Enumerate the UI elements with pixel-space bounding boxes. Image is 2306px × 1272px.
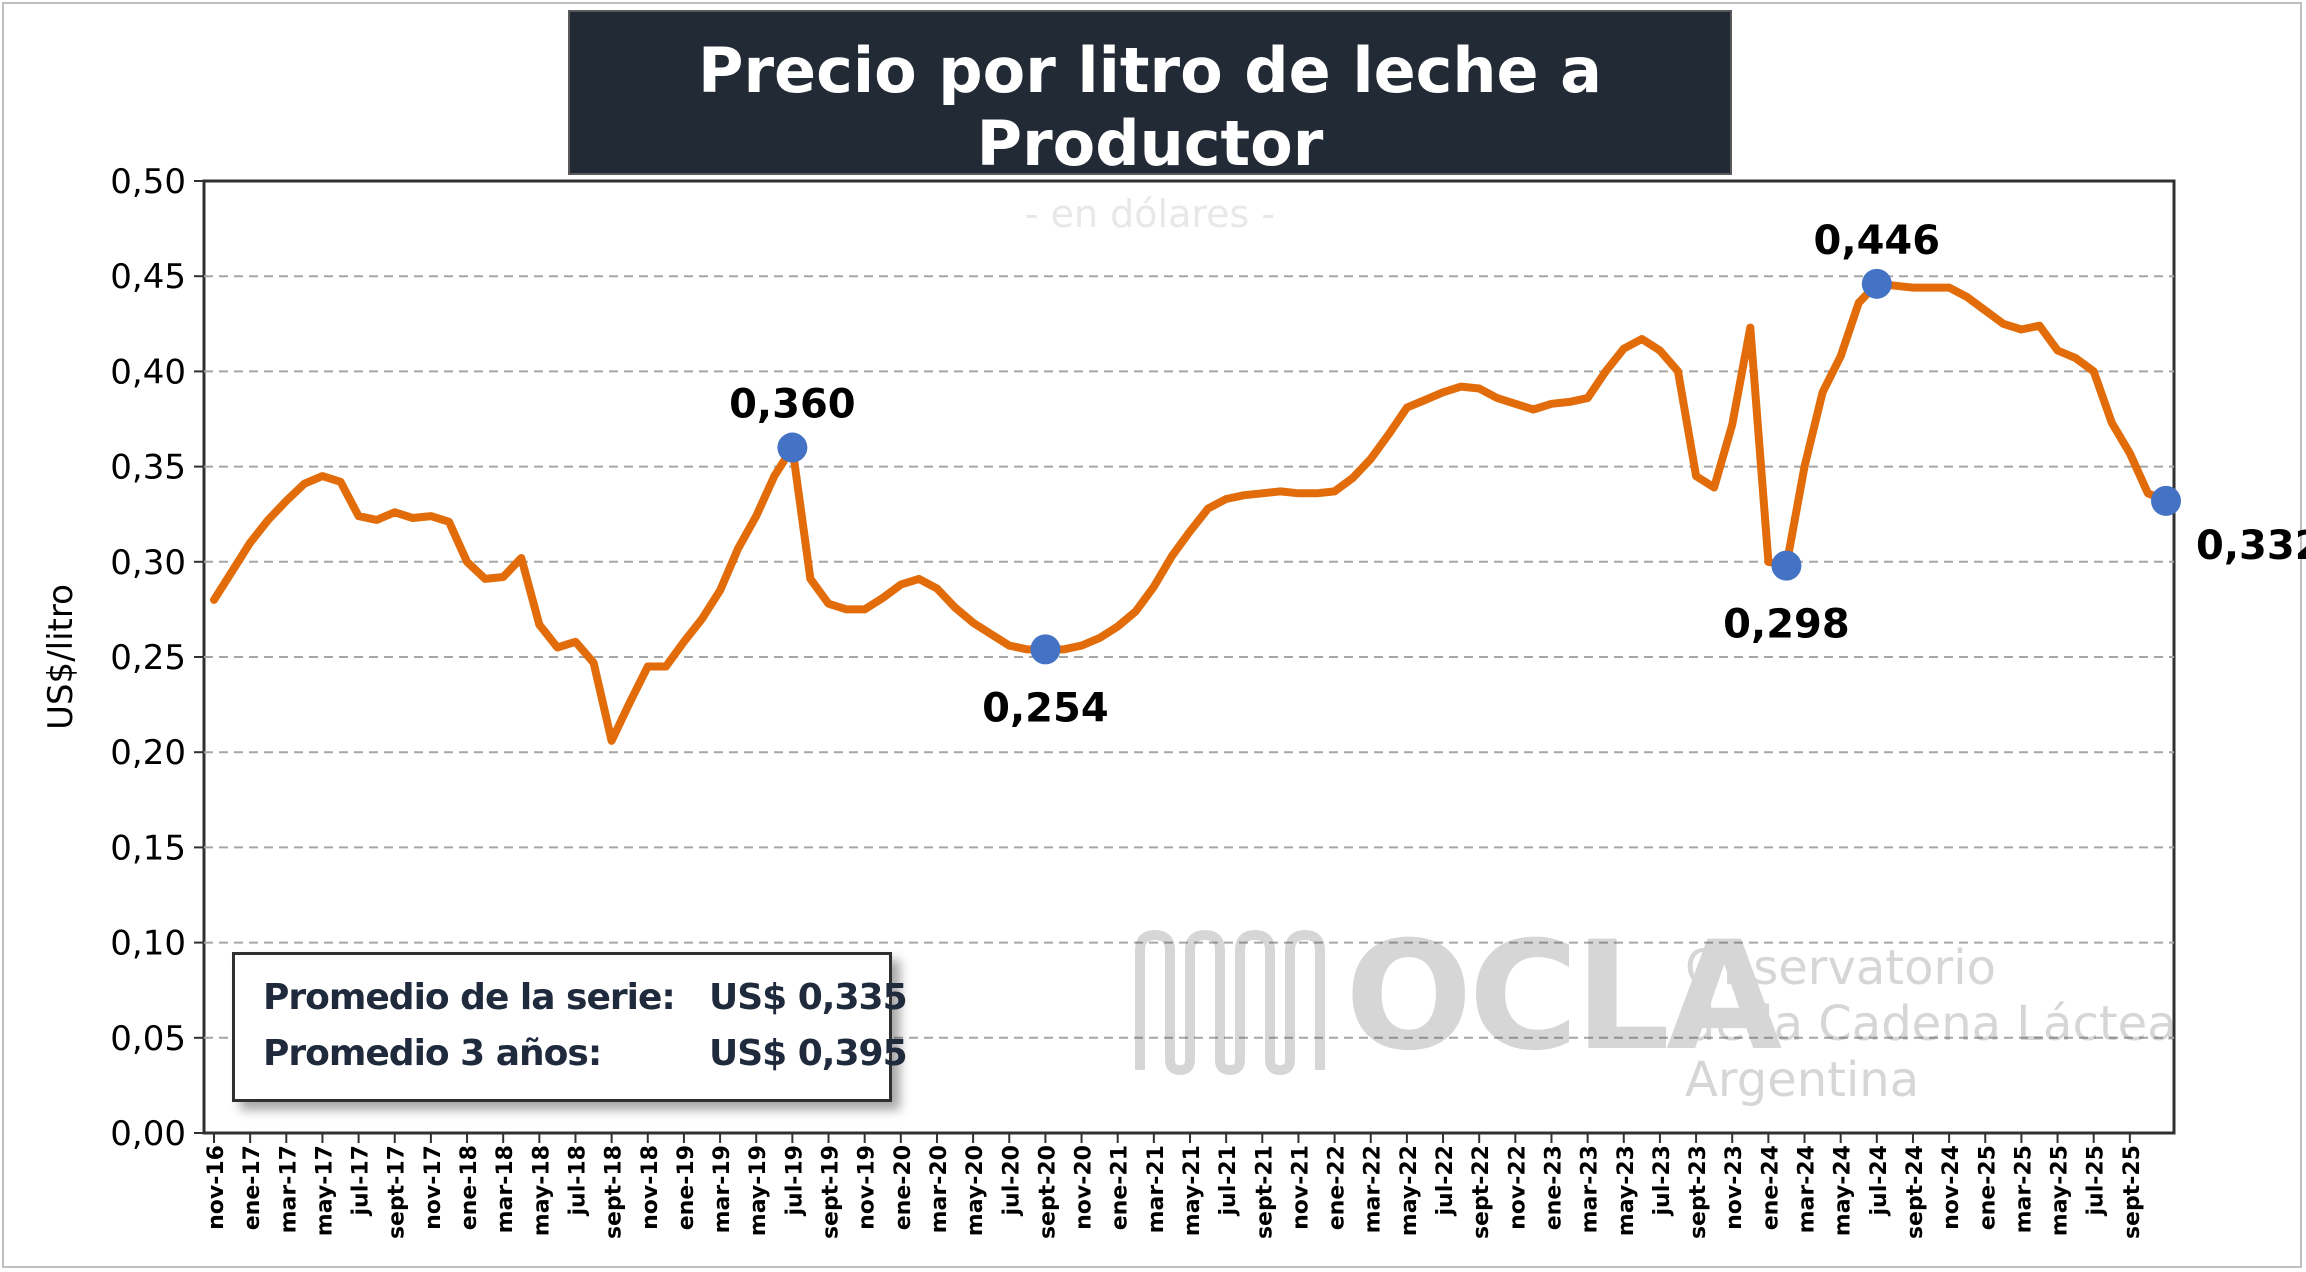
y-tick-label: 0,40	[110, 352, 186, 392]
y-tick-label: 0,05	[110, 1019, 186, 1059]
x-tick-label: jul-21	[1216, 1145, 1241, 1217]
x-tick-label: sept-18	[602, 1145, 627, 1239]
x-tick-label: ene-22	[1325, 1145, 1350, 1230]
y-tick-label: 0,10	[110, 924, 186, 964]
x-tick-label: sept-23	[1686, 1145, 1711, 1239]
y-tick-label: 0,00	[110, 1114, 186, 1154]
grid-lines	[204, 275, 2174, 1039]
x-tick-label: mar-21	[1144, 1145, 1169, 1233]
x-tick-label: mar-22	[1361, 1145, 1386, 1233]
x-tick-label: may-20	[963, 1145, 988, 1236]
x-tick-label: jul-23	[1650, 1145, 1675, 1217]
x-tick-label: nov-18	[638, 1145, 663, 1230]
x-tick-label: ene-19	[674, 1145, 699, 1230]
x-tick-label: sept-25	[2120, 1145, 2145, 1239]
x-tick-label: nov-24	[1939, 1145, 1964, 1230]
y-tick-label: 0,35	[110, 448, 186, 488]
x-tick-label: mar-19	[710, 1145, 735, 1233]
x-tick-label: may-19	[746, 1145, 771, 1236]
y-tick-label: 0,15	[110, 828, 186, 868]
watermark-line-3: Argentina	[1685, 1052, 1920, 1108]
x-tick-label: may-17	[312, 1145, 337, 1236]
x-tick-label: nov-16	[204, 1145, 229, 1230]
x-tick-label: may-18	[529, 1145, 554, 1236]
x-tick-label: sept-19	[819, 1145, 844, 1239]
averages-box: Promedio de la serie: US$ 0,335 Promedio…	[232, 952, 908, 1102]
x-tick-label: mar-20	[927, 1145, 952, 1233]
highlight-point	[777, 432, 808, 463]
x-tick-label: jul-25	[2084, 1145, 2109, 1217]
watermark-brand: OCLA	[1345, 910, 1782, 1084]
watermark-line-2: de la Cadena Láctea	[1685, 996, 2177, 1052]
series-average-row: Promedio de la serie: US$ 0,335	[263, 977, 908, 1025]
data-label: 0,298	[1723, 602, 1850, 648]
y-axis-ticks: 0,00 0,05 0,10 0,15 0,20 0,25 0,30 0,35 0,40 0,45…	[110, 162, 204, 1154]
x-tick-label: may-23	[1614, 1145, 1639, 1236]
x-tick-label: jul-24	[1867, 1145, 1892, 1217]
data-label: 0,254	[982, 685, 1109, 731]
y-tick-label: 0,25	[110, 638, 186, 678]
series-average-label: Promedio de la serie:	[263, 977, 676, 1018]
x-tick-label: ene-21	[1108, 1145, 1133, 1230]
x-axis-ticks: nov-16 ene-17 mar-17 may-17 jul-17 sept-17 nov…	[204, 1133, 2145, 1239]
x-tick-label: jul-22	[1433, 1145, 1458, 1217]
x-tick-label: sept-22	[1469, 1145, 1494, 1239]
x-tick-label: nov-23	[1722, 1145, 1747, 1230]
x-tick-label: nov-20	[1072, 1145, 1097, 1230]
x-tick-label: sept-21	[1252, 1145, 1277, 1239]
x-tick-label: ene-17	[240, 1145, 265, 1230]
x-tick-label: may-25	[2048, 1145, 2073, 1236]
data-label: 0,332	[2196, 523, 2306, 569]
ocla-logo-icon	[1135, 930, 1325, 1076]
x-tick-label: ene-25	[1975, 1145, 2000, 1230]
x-tick-label: jul-19	[782, 1145, 807, 1217]
highlight-point	[1861, 268, 1892, 299]
y-tick-label: 0,20	[110, 733, 186, 773]
x-tick-label: mar-18	[493, 1145, 518, 1233]
series-average-value: US$ 0,335	[709, 977, 908, 1018]
x-tick-label: ene-18	[457, 1145, 482, 1230]
x-tick-label: jul-18	[565, 1145, 590, 1217]
series-line	[210, 279, 2170, 745]
x-tick-label: sept-20	[1035, 1145, 1060, 1239]
chart-title: Precio por litro de leche a Productor	[698, 34, 1602, 180]
x-tick-label: jul-20	[999, 1145, 1024, 1217]
price-series	[210, 279, 2170, 745]
x-tick-label: ene-23	[1541, 1145, 1566, 1230]
y-tick-label: 0,30	[110, 543, 186, 583]
three-year-average-label: Promedio 3 años:	[263, 1033, 602, 1074]
x-tick-label: sept-17	[385, 1145, 410, 1239]
x-tick-label: sept-24	[1903, 1145, 1928, 1239]
highlight-point	[2151, 485, 2181, 516]
y-tick-label: 0,50	[110, 162, 186, 202]
highlight-point	[1771, 550, 1802, 581]
highlight-point	[1030, 634, 1061, 665]
y-tick-label: 0,45	[110, 257, 186, 297]
x-tick-label: may-21	[1180, 1145, 1205, 1236]
x-tick-label: mar-24	[1795, 1145, 1820, 1233]
three-year-average-row: Promedio 3 años: US$ 0,395	[263, 1033, 908, 1081]
data-label: 0,446	[1814, 218, 1941, 264]
watermark-line-1: Observatorio	[1685, 940, 1996, 996]
highlight-markers: 0,360 0,254 0,298 0,446 0,332	[729, 218, 2306, 732]
y-axis-label: US$/litro	[41, 584, 81, 730]
three-year-average-value: US$ 0,395	[709, 1033, 908, 1074]
x-tick-label: ene-24	[1758, 1145, 1783, 1230]
chart-subtitle: - en dólares -	[1024, 192, 1276, 236]
x-tick-label: mar-17	[276, 1145, 301, 1233]
x-tick-label: nov-17	[421, 1145, 446, 1230]
x-tick-label: nov-21	[1288, 1145, 1313, 1230]
x-tick-label: nov-22	[1505, 1145, 1530, 1230]
x-tick-label: may-22	[1397, 1145, 1422, 1236]
x-tick-label: jul-17	[349, 1145, 374, 1217]
x-tick-label: mar-25	[2011, 1145, 2036, 1233]
title-banner: Precio por litro de leche a Productor - …	[568, 10, 1732, 236]
data-label: 0,360	[729, 382, 856, 428]
ocla-watermark: OCLA Observatorio de la Cadena Láctea Ar…	[1130, 910, 2177, 1110]
x-tick-label: nov-19	[855, 1145, 880, 1230]
x-tick-label: mar-23	[1578, 1145, 1603, 1233]
x-tick-label: ene-20	[891, 1145, 916, 1230]
x-tick-label: may-24	[1831, 1145, 1856, 1236]
